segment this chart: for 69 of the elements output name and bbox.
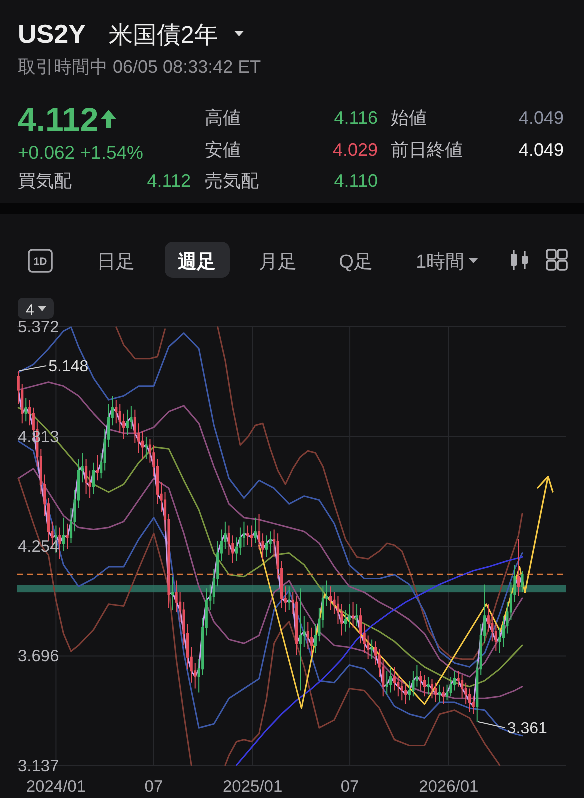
text: 売気配 xyxy=(205,171,259,191)
text: 4 xyxy=(26,302,34,319)
candlestick xyxy=(254,517,257,544)
candlestick xyxy=(390,666,392,694)
candlestick xyxy=(145,436,148,460)
text: 4.112 xyxy=(147,171,191,191)
text: 4.049 xyxy=(518,108,564,128)
text: 1D xyxy=(34,256,48,268)
candlestick xyxy=(24,398,28,422)
candlestick xyxy=(434,682,438,704)
candlestick xyxy=(92,462,96,495)
candlestick xyxy=(427,676,430,696)
chart-title: US2Y xyxy=(18,19,86,49)
candlestick xyxy=(265,535,268,558)
candlestick xyxy=(126,409,129,436)
text: 週足 xyxy=(177,252,216,273)
x-tick-label: 2026/01 xyxy=(419,778,479,796)
candlestick xyxy=(269,531,272,554)
text: 前日終値 xyxy=(391,140,463,160)
text: 1時間 xyxy=(416,252,465,273)
text: 高値 xyxy=(205,108,241,128)
candlestick xyxy=(288,586,291,611)
y-tick-label: 3.137 xyxy=(18,758,60,776)
x-tick-label: 07 xyxy=(340,778,360,796)
candlestick xyxy=(386,670,388,696)
candlestick xyxy=(352,602,355,628)
candlestick xyxy=(84,458,88,495)
y-tick-label: 5.372 xyxy=(18,318,60,336)
candlestick xyxy=(430,678,434,700)
candlestick xyxy=(66,523,69,550)
y-tick-label: 3.696 xyxy=(18,648,60,666)
candlestick xyxy=(96,454,99,482)
candlestick xyxy=(329,586,332,611)
text: 4.112 xyxy=(18,101,99,138)
text: 買気配 xyxy=(18,171,72,191)
text: 4.116 xyxy=(334,108,378,128)
text: 始値 xyxy=(391,108,427,128)
text: 安値 xyxy=(205,140,241,160)
candlestick xyxy=(250,525,254,548)
annotation: 5.148 xyxy=(48,358,89,376)
candlestick xyxy=(296,596,298,656)
candlestick xyxy=(517,539,520,597)
x-tick-label: 07 xyxy=(144,778,164,796)
candlestick xyxy=(58,527,62,560)
text: +0.062 +1.54% xyxy=(18,142,144,163)
x-tick-label: 2024/01 xyxy=(26,778,86,796)
candlestick xyxy=(423,674,426,698)
text: Q足 xyxy=(339,252,373,273)
text: 日足 xyxy=(97,252,135,273)
text: 4.029 xyxy=(332,140,378,160)
text: 取引時間中 06/05 08:33:42 ET xyxy=(18,57,262,77)
candlestick xyxy=(370,639,374,660)
candlestick xyxy=(299,588,302,692)
candlestick xyxy=(348,604,351,628)
text: 4.049 xyxy=(518,140,564,160)
text: 月足 xyxy=(259,252,297,273)
line-series xyxy=(18,468,524,700)
candlestick xyxy=(356,604,358,626)
candlestick xyxy=(400,678,404,702)
candlestick xyxy=(521,570,524,594)
x-tick-label: 2025/01 xyxy=(222,778,283,796)
candlestick xyxy=(438,684,442,704)
text: 4.110 xyxy=(334,171,378,191)
candlestick xyxy=(171,576,174,611)
candlestick xyxy=(62,517,66,552)
chart-subtitle: 米国債2年 xyxy=(108,22,218,49)
annotation: 3.361 xyxy=(507,720,548,738)
candlestick xyxy=(442,686,445,706)
candlestick xyxy=(246,525,250,546)
